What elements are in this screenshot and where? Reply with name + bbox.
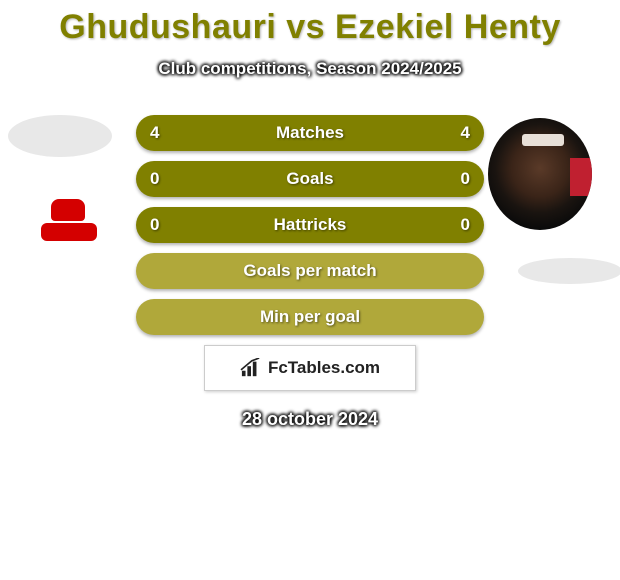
stat-value-right: 4 [461, 123, 470, 143]
stats-list: 4 Matches 4 0 Goals 0 0 Hattricks 0 Goal… [0, 115, 620, 430]
snapshot-date: 28 october 2024 [0, 409, 620, 430]
season-subtitle: Club competitions, Season 2024/2025 [0, 59, 620, 79]
stat-label: Hattricks [274, 215, 347, 235]
stat-value-right: 0 [461, 169, 470, 189]
stat-label: Min per goal [260, 307, 360, 327]
page-title: Ghudushauri vs Ezekiel Henty [0, 0, 620, 47]
stat-row-hattricks: 0 Hattricks 0 [136, 207, 484, 243]
stat-label: Matches [276, 123, 344, 143]
stat-row-goals: 0 Goals 0 [136, 161, 484, 197]
stat-label: Goals per match [243, 261, 376, 281]
stat-value-right: 0 [461, 215, 470, 235]
stat-value-left: 0 [150, 215, 159, 235]
fctables-logo-box[interactable]: FcTables.com [204, 345, 416, 391]
bar-chart-icon [240, 358, 262, 378]
stat-value-left: 0 [150, 169, 159, 189]
logo-text: FcTables.com [268, 358, 380, 378]
stat-row-min-per-goal: Min per goal [136, 299, 484, 335]
stat-row-matches: 4 Matches 4 [136, 115, 484, 151]
comparison-card: Ghudushauri vs Ezekiel Henty Club compet… [0, 0, 620, 580]
stat-value-left: 4 [150, 123, 159, 143]
stat-row-goals-per-match: Goals per match [136, 253, 484, 289]
stat-label: Goals [286, 169, 333, 189]
